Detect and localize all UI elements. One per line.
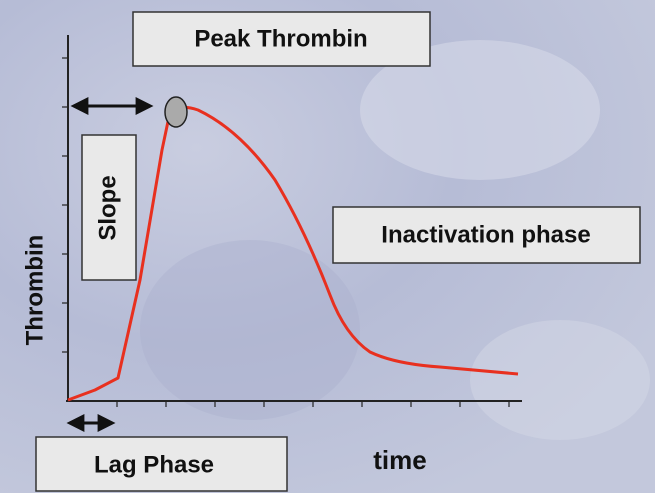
- background-blob: [470, 320, 650, 440]
- slope-label: Slope: [94, 175, 121, 240]
- axis-ticks: [62, 57, 510, 407]
- x-axis-label: time: [373, 445, 426, 475]
- slope-box: [81, 134, 137, 281]
- peak-box: [132, 11, 431, 67]
- lag-box: [35, 436, 288, 492]
- lag-label: Lag Phase: [94, 451, 214, 478]
- background-blob: [360, 40, 600, 180]
- background-blob: [140, 240, 360, 420]
- y-axis-label: Thrombin: [21, 235, 48, 346]
- inactivation-label: Inactivation phase: [381, 221, 590, 248]
- axes: [62, 35, 522, 407]
- peak-label: Peak Thrombin: [194, 25, 367, 52]
- inactivation-box: [332, 206, 641, 264]
- peak-marker: [164, 96, 188, 128]
